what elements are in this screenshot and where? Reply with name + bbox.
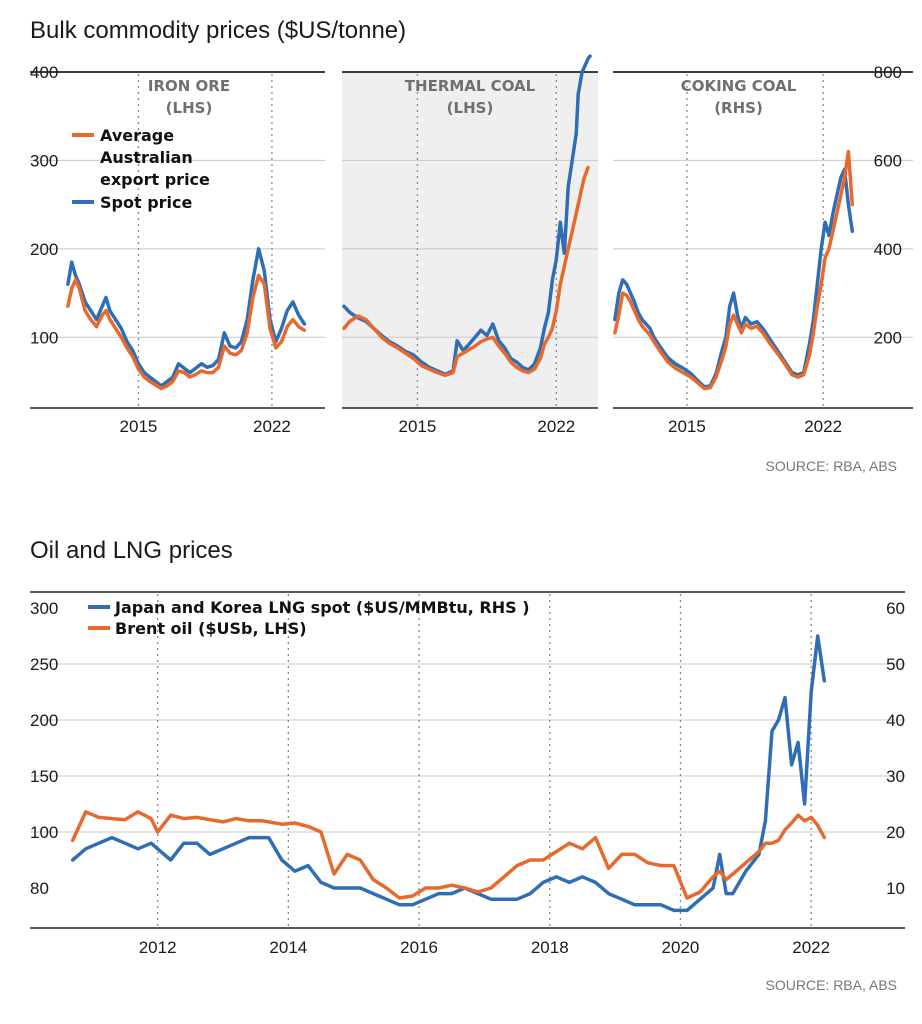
chart-title: Bulk commodity prices ($US/tonne): [30, 17, 406, 44]
panel-label: (RHS): [714, 99, 763, 117]
x-tick-label: 2015: [668, 417, 706, 436]
y-tick-label-left: 150: [30, 767, 58, 786]
panel-label: (LHS): [166, 99, 213, 117]
series-line-average-export-price: [342, 165, 590, 378]
legend-label: Average: [100, 126, 174, 145]
y-tick-label-right: 40: [886, 711, 905, 730]
oil-lng-chart: Oil and LNG prices 80 100 150 200 250 300 10 20…: [30, 537, 905, 993]
y-tick-label-right: 50: [886, 655, 905, 674]
panel-background: [342, 72, 598, 408]
x-tick-label: 2012: [139, 938, 177, 957]
source-note: SOURCE: RBA, ABS: [766, 977, 897, 993]
legend: Japan and Korea LNG spot ($US/MMBtu, RHS…: [88, 598, 530, 638]
y-tick-label-left: 300: [30, 599, 58, 618]
panel-label: IRON ORE: [148, 77, 230, 95]
panel-label: THERMAL COAL: [405, 77, 536, 95]
series-line-average-export-price: [66, 273, 307, 391]
y-tick-label-right: 10: [886, 879, 905, 898]
x-tick-label: 2015: [120, 417, 158, 436]
x-tick-label: 2022: [792, 938, 830, 957]
legend-label: Brent oil ($USb, LHS): [115, 619, 307, 638]
y-tick-label-left: 80: [30, 879, 49, 898]
bulk-commodity-chart: Bulk commodity prices ($US/tonne) 100 200…: [30, 17, 913, 474]
y-tick-label: 200: [30, 240, 58, 259]
series-line-spot-price: [66, 247, 307, 388]
y-tick-label: 400: [874, 240, 902, 259]
series-line-lng-spot: [70, 634, 827, 913]
y-tick-label: 600: [874, 151, 902, 170]
y-tick-label-right: 20: [886, 823, 905, 842]
legend: Average Australian export price Spot price: [72, 126, 210, 212]
y-tick-label-left: 200: [30, 711, 58, 730]
y-tick-label-right: 30: [886, 767, 905, 786]
legend-label: export price: [100, 170, 210, 189]
y-tick-label: 200: [874, 328, 902, 347]
x-tick-label: 2016: [400, 938, 438, 957]
x-tick-label: 2015: [398, 417, 436, 436]
legend-label: Spot price: [100, 193, 193, 212]
y-tick-label-left: 250: [30, 655, 58, 674]
panel-thermal-coal: 2015 2022 THERMAL COAL (LHS): [342, 54, 598, 436]
chart-title: Oil and LNG prices: [30, 537, 233, 564]
legend-label: Japan and Korea LNG spot ($US/MMBtu, RHS…: [114, 598, 530, 617]
panel-label: (LHS): [447, 99, 494, 117]
y-tick-label: 100: [30, 328, 58, 347]
x-tick-label: 2014: [269, 938, 307, 957]
source-note: SOURCE: RBA, ABS: [766, 458, 897, 474]
y-tick-label-left: 100: [30, 823, 58, 842]
y-tick-label-right: 60: [886, 599, 905, 618]
y-tick-label: 300: [30, 151, 58, 170]
x-tick-label: 2018: [531, 938, 569, 957]
legend-label: Australian: [100, 148, 193, 167]
series-line-spot-price: [613, 167, 855, 389]
x-tick-label: 2020: [662, 938, 700, 957]
series-line-brent-oil: [70, 810, 827, 900]
series-line-average-export-price: [613, 149, 855, 391]
x-tick-label: 2022: [804, 417, 842, 436]
x-tick-label: 2022: [253, 417, 291, 436]
x-tick-label: 2022: [537, 417, 575, 436]
panel-label: COKING COAL: [681, 77, 797, 95]
